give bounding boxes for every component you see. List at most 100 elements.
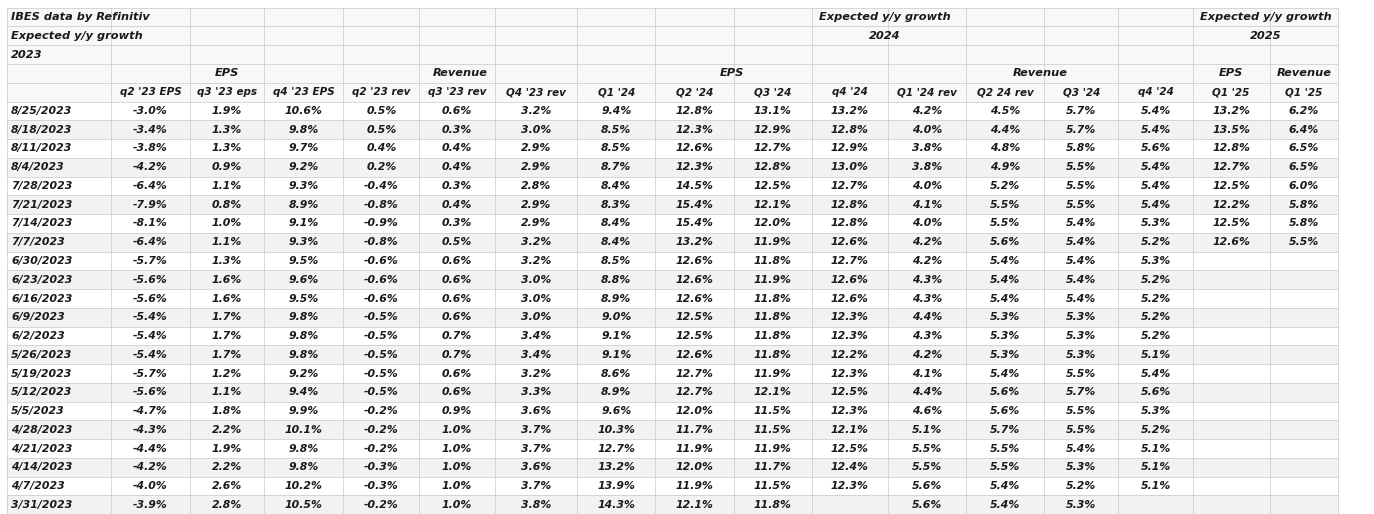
Text: 5.4%: 5.4% — [989, 256, 1021, 266]
Text: -3.4%: -3.4% — [133, 125, 168, 135]
Text: 2.8%: 2.8% — [212, 500, 242, 510]
Text: 3.7%: 3.7% — [521, 481, 551, 491]
Text: 5.3%: 5.3% — [989, 313, 1021, 322]
Text: 5.4%: 5.4% — [1066, 275, 1096, 285]
Bar — [7, 26, 1338, 45]
Text: -0.4%: -0.4% — [364, 181, 398, 191]
Text: -0.6%: -0.6% — [364, 293, 398, 303]
Text: 5.5%: 5.5% — [1289, 237, 1319, 247]
Text: 1.3%: 1.3% — [212, 256, 242, 266]
Text: 8.4%: 8.4% — [600, 237, 632, 247]
Text: 12.6%: 12.6% — [676, 275, 713, 285]
Text: 3.4%: 3.4% — [521, 350, 551, 360]
Text: -7.9%: -7.9% — [133, 200, 168, 210]
Bar — [7, 8, 1338, 26]
Text: -8.1%: -8.1% — [133, 218, 168, 228]
Text: 12.8%: 12.8% — [831, 200, 868, 210]
Text: 0.5%: 0.5% — [365, 106, 397, 116]
Text: 12.7%: 12.7% — [676, 388, 713, 397]
Text: 13.1%: 13.1% — [754, 106, 791, 116]
Text: 12.8%: 12.8% — [831, 218, 868, 228]
Text: 6/9/2023: 6/9/2023 — [11, 313, 65, 322]
Text: -0.2%: -0.2% — [364, 444, 398, 453]
Text: -6.4%: -6.4% — [133, 181, 168, 191]
Text: 15.4%: 15.4% — [676, 200, 713, 210]
Text: 3.8%: 3.8% — [911, 162, 943, 172]
Text: 12.5%: 12.5% — [676, 313, 713, 322]
Text: 5.5%: 5.5% — [989, 218, 1021, 228]
Text: 4.5%: 4.5% — [989, 106, 1021, 116]
Text: Q2 '24: Q2 '24 — [676, 87, 713, 97]
Text: 0.6%: 0.6% — [441, 313, 473, 322]
Text: 10.6%: 10.6% — [284, 106, 323, 116]
Bar — [7, 233, 1338, 252]
Text: Expected y/y growth: Expected y/y growth — [11, 31, 143, 41]
Text: 9.7%: 9.7% — [289, 143, 319, 153]
Bar — [7, 327, 1338, 345]
Bar — [7, 139, 1338, 158]
Text: 4.4%: 4.4% — [911, 313, 943, 322]
Text: 0.6%: 0.6% — [441, 369, 473, 378]
Text: 4.2%: 4.2% — [911, 237, 943, 247]
Text: 12.5%: 12.5% — [831, 388, 868, 397]
Bar — [7, 364, 1338, 383]
Text: 9.8%: 9.8% — [289, 331, 319, 341]
Text: -5.4%: -5.4% — [133, 350, 168, 360]
Text: -0.5%: -0.5% — [364, 313, 398, 322]
Text: 1.0%: 1.0% — [441, 425, 473, 435]
Bar — [7, 458, 1338, 477]
Text: 5.4%: 5.4% — [989, 275, 1021, 285]
Text: 8.9%: 8.9% — [289, 200, 319, 210]
Text: 5.4%: 5.4% — [1140, 369, 1171, 378]
Text: 5.3%: 5.3% — [989, 331, 1021, 341]
Text: 5.5%: 5.5% — [989, 463, 1021, 472]
Text: 5.1%: 5.1% — [1140, 444, 1171, 453]
Text: 11.9%: 11.9% — [754, 237, 791, 247]
Text: 8.7%: 8.7% — [600, 162, 632, 172]
Text: 8.4%: 8.4% — [600, 181, 632, 191]
Text: 5.5%: 5.5% — [1066, 425, 1096, 435]
Text: 12.6%: 12.6% — [831, 293, 868, 303]
Text: 5.4%: 5.4% — [1066, 256, 1096, 266]
Text: 12.6%: 12.6% — [676, 293, 713, 303]
Text: 13.2%: 13.2% — [1212, 106, 1250, 116]
Text: 5.5%: 5.5% — [1066, 200, 1096, 210]
Text: 7/21/2023: 7/21/2023 — [11, 200, 73, 210]
Text: 3.3%: 3.3% — [521, 388, 551, 397]
Bar — [7, 120, 1338, 139]
Text: 2.9%: 2.9% — [521, 218, 551, 228]
Text: 5.2%: 5.2% — [1140, 313, 1171, 322]
Text: 12.0%: 12.0% — [754, 218, 791, 228]
Text: 2.2%: 2.2% — [212, 425, 242, 435]
Text: Q1 '24: Q1 '24 — [598, 87, 635, 97]
Text: 2.8%: 2.8% — [521, 181, 551, 191]
Text: 1.7%: 1.7% — [212, 331, 242, 341]
Text: 12.3%: 12.3% — [831, 331, 868, 341]
Text: 6/23/2023: 6/23/2023 — [11, 275, 73, 285]
Text: 9.2%: 9.2% — [289, 369, 319, 378]
Text: 5.4%: 5.4% — [1140, 200, 1171, 210]
Text: -4.4%: -4.4% — [133, 444, 168, 453]
Text: q4 '24: q4 '24 — [831, 87, 868, 97]
Text: 12.3%: 12.3% — [831, 313, 868, 322]
Text: 8.9%: 8.9% — [600, 293, 632, 303]
Text: 5.5%: 5.5% — [1066, 406, 1096, 416]
Text: -0.5%: -0.5% — [364, 350, 398, 360]
Text: 5.2%: 5.2% — [1140, 293, 1171, 303]
Text: 3.6%: 3.6% — [521, 406, 551, 416]
Bar — [7, 420, 1338, 439]
Text: 13.9%: 13.9% — [598, 481, 635, 491]
Text: 3.2%: 3.2% — [521, 256, 551, 266]
Text: q3 '23 rev: q3 '23 rev — [427, 87, 486, 97]
Text: 9.8%: 9.8% — [289, 313, 319, 322]
Text: 4.6%: 4.6% — [911, 406, 943, 416]
Text: 12.5%: 12.5% — [676, 331, 713, 341]
Text: 8.8%: 8.8% — [600, 275, 632, 285]
Text: -0.5%: -0.5% — [364, 388, 398, 397]
Bar — [7, 195, 1338, 214]
Text: 3/31/2023: 3/31/2023 — [11, 500, 73, 510]
Text: 2025: 2025 — [1250, 31, 1281, 41]
Text: 5.6%: 5.6% — [989, 388, 1021, 397]
Text: 2.9%: 2.9% — [521, 200, 551, 210]
Text: Revenue: Revenue — [1013, 68, 1068, 78]
